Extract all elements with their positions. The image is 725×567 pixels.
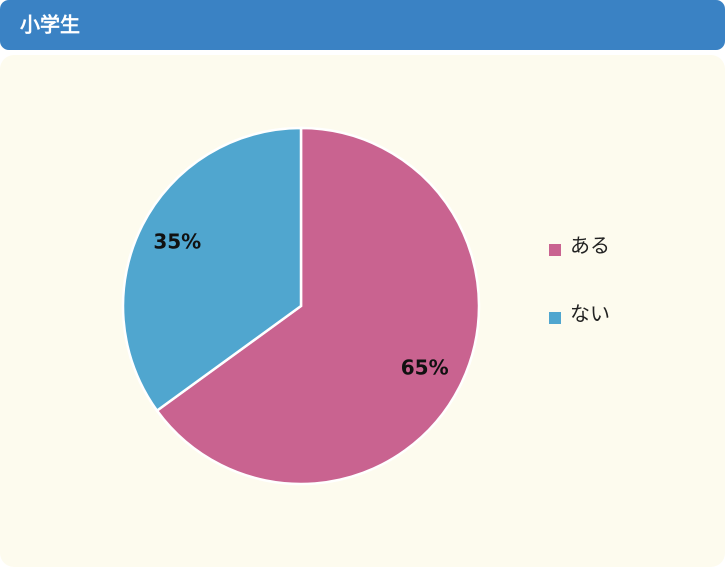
pie-slice (155, 126, 481, 486)
card-header (0, 0, 725, 50)
pie-slice (121, 126, 303, 413)
legend-label: ある (570, 234, 610, 258)
data-label: 35% (153, 229, 201, 253)
chart-title: 小学生 (20, 13, 80, 37)
data-label: 65% (401, 356, 449, 380)
legend-swatch (549, 244, 561, 256)
legend-label: ない (570, 302, 610, 326)
legend-swatch (549, 312, 561, 324)
